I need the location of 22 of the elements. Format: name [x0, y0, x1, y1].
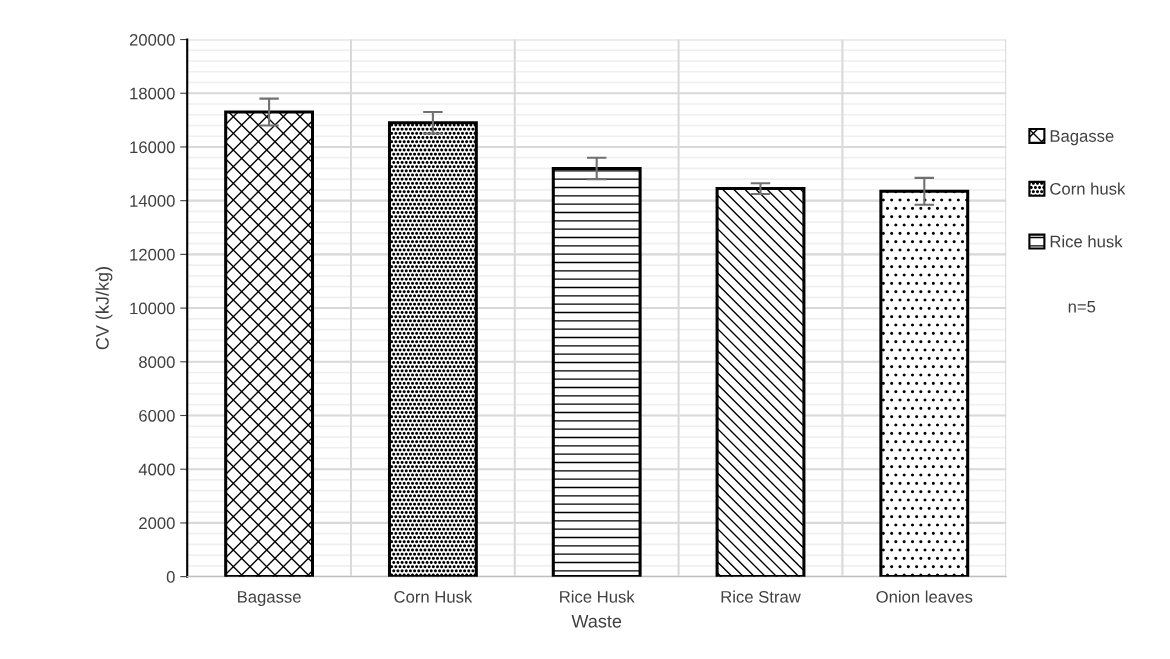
- y-tick-label: 10000: [130, 302, 175, 315]
- legend-label: Corn husk: [1050, 182, 1126, 195]
- y-tick-label: 4000: [138, 463, 175, 476]
- y-tick-label: 6000: [139, 409, 175, 422]
- x-tick-label: Rice Straw: [721, 590, 801, 603]
- x-tick-label: Corn Husk: [394, 590, 473, 603]
- y-tick-label: 18000: [130, 87, 175, 100]
- x-axis-title: Waste: [571, 615, 622, 628]
- legend-label: Rice husk: [1050, 235, 1123, 248]
- y-tick-label: 12000: [130, 248, 175, 261]
- y-tick-label: 8000: [139, 356, 175, 368]
- y-tick-label: 0: [166, 571, 175, 583]
- y-tick-label: 14000: [130, 195, 175, 207]
- y-axis-title: CV (kJ/kg): [95, 267, 113, 350]
- y-tick-label: 20000: [129, 33, 175, 46]
- x-tick-label: Rice Husk: [560, 590, 635, 603]
- x-tick-label: Bagasse: [238, 591, 301, 607]
- text: n=5: [1068, 300, 1096, 313]
- legend-label: Bagasse: [1050, 130, 1114, 146]
- x-tick-label: Onion leaves: [876, 590, 973, 603]
- y-tick-label: 16000: [130, 141, 175, 154]
- y-tick-label: 2000: [139, 517, 175, 530]
